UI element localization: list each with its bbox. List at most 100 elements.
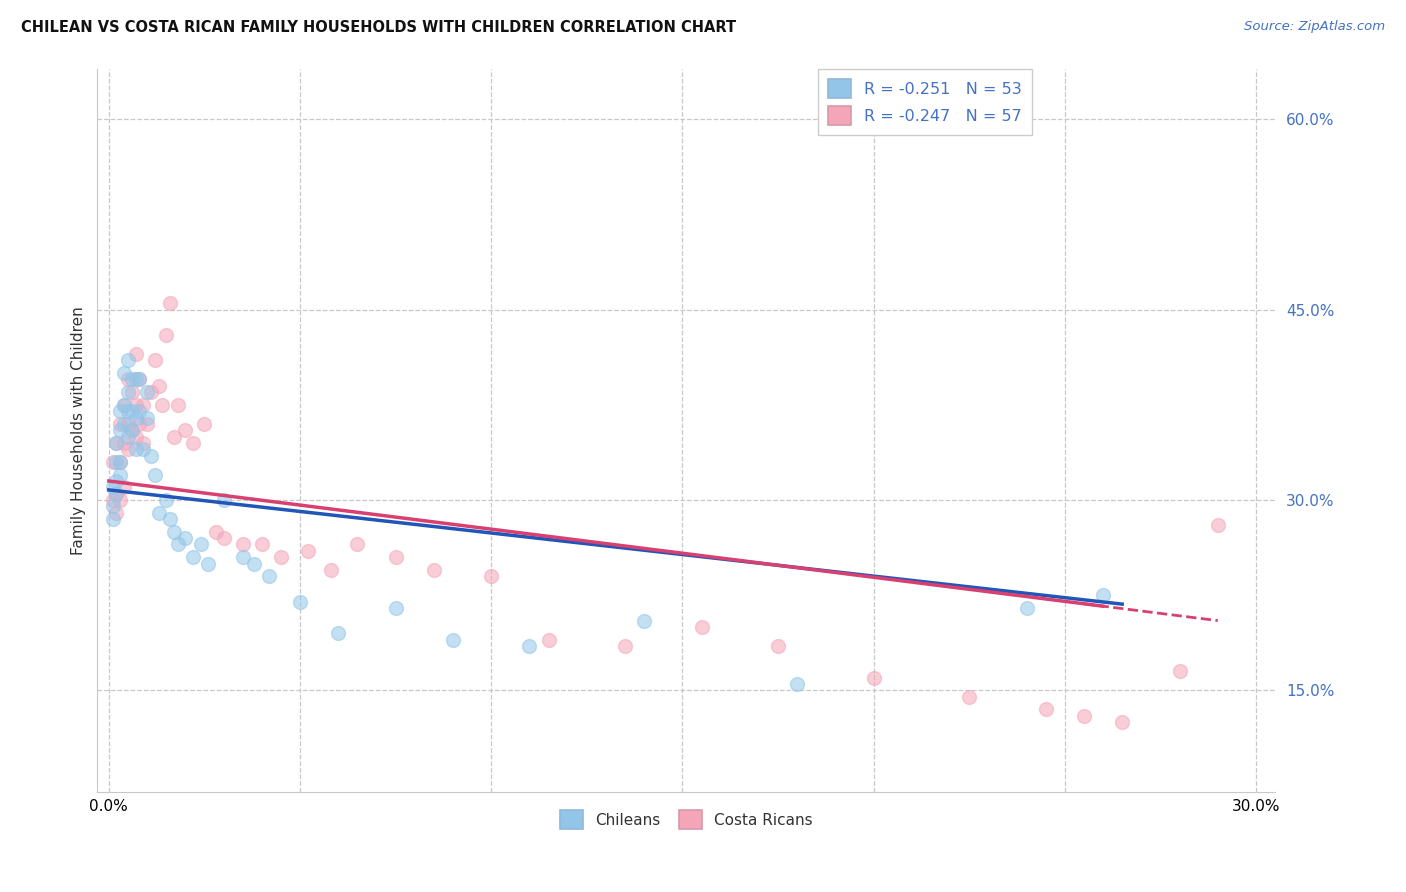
Point <box>124 398 146 412</box>
Point <box>124 442 146 457</box>
Point <box>212 531 235 545</box>
Point <box>1035 702 1057 716</box>
Point <box>346 537 368 551</box>
Point <box>1015 601 1038 615</box>
Point <box>232 537 254 551</box>
Point <box>105 506 128 520</box>
Point <box>110 455 132 469</box>
Point <box>1168 665 1191 679</box>
Point <box>112 398 135 412</box>
Point <box>212 493 235 508</box>
Point <box>270 550 292 565</box>
Point <box>786 677 808 691</box>
Point <box>121 423 143 437</box>
Point <box>105 436 128 450</box>
Point <box>139 449 162 463</box>
Point <box>105 455 128 469</box>
Point <box>614 639 637 653</box>
Point <box>163 524 186 539</box>
Point <box>197 557 219 571</box>
Point <box>957 690 980 704</box>
Point <box>166 398 188 412</box>
Point <box>384 601 406 615</box>
Point <box>423 563 446 577</box>
Point <box>537 632 560 647</box>
Point <box>112 398 135 412</box>
Point <box>163 429 186 443</box>
Point <box>121 423 143 437</box>
Point <box>128 372 150 386</box>
Point <box>519 639 541 653</box>
Point <box>132 436 155 450</box>
Point <box>110 455 132 469</box>
Point <box>121 385 143 400</box>
Point <box>112 417 135 431</box>
Point <box>132 442 155 457</box>
Point <box>1073 708 1095 723</box>
Point <box>101 455 124 469</box>
Point <box>110 493 132 508</box>
Point <box>143 353 166 368</box>
Point <box>112 436 135 450</box>
Point <box>117 385 139 400</box>
Point <box>181 550 204 565</box>
Text: CHILEAN VS COSTA RICAN FAMILY HOUSEHOLDS WITH CHILDREN CORRELATION CHART: CHILEAN VS COSTA RICAN FAMILY HOUSEHOLDS… <box>21 20 737 35</box>
Point <box>190 537 212 551</box>
Point <box>232 550 254 565</box>
Point <box>1111 715 1133 730</box>
Point <box>112 480 135 494</box>
Point <box>181 436 204 450</box>
Point <box>690 620 713 634</box>
Point <box>121 372 143 386</box>
Point <box>124 347 146 361</box>
Point <box>112 366 135 380</box>
Point <box>121 404 143 418</box>
Point <box>166 537 188 551</box>
Point <box>101 480 124 494</box>
Point <box>128 372 150 386</box>
Point <box>105 486 128 500</box>
Point <box>101 512 124 526</box>
Point <box>117 417 139 431</box>
Point <box>288 594 311 608</box>
Point <box>124 372 146 386</box>
Point <box>441 632 464 647</box>
Point <box>117 353 139 368</box>
Point <box>633 614 655 628</box>
Point <box>105 474 128 488</box>
Point <box>174 531 197 545</box>
Point <box>117 404 139 418</box>
Point <box>155 328 177 343</box>
Point <box>136 417 159 431</box>
Point <box>143 467 166 482</box>
Point <box>101 500 124 514</box>
Point <box>110 417 132 431</box>
Point <box>1092 588 1115 602</box>
Point <box>319 563 342 577</box>
Y-axis label: Family Households with Children: Family Households with Children <box>72 306 86 555</box>
Legend: Chileans, Costa Ricans: Chileans, Costa Ricans <box>554 804 818 835</box>
Point <box>328 626 350 640</box>
Point <box>243 557 266 571</box>
Point <box>148 506 170 520</box>
Point <box>250 537 273 551</box>
Point <box>105 486 128 500</box>
Point <box>110 423 132 437</box>
Point <box>110 404 132 418</box>
Point <box>174 423 197 437</box>
Point <box>297 544 319 558</box>
Point <box>117 442 139 457</box>
Point <box>117 429 139 443</box>
Point <box>150 398 173 412</box>
Point <box>148 379 170 393</box>
Point <box>155 493 177 508</box>
Point <box>384 550 406 565</box>
Point <box>128 404 150 418</box>
Text: Source: ZipAtlas.com: Source: ZipAtlas.com <box>1244 20 1385 33</box>
Point <box>862 671 884 685</box>
Point <box>159 296 181 310</box>
Point <box>132 398 155 412</box>
Point <box>136 385 159 400</box>
Point <box>128 417 150 431</box>
Point <box>766 639 789 653</box>
